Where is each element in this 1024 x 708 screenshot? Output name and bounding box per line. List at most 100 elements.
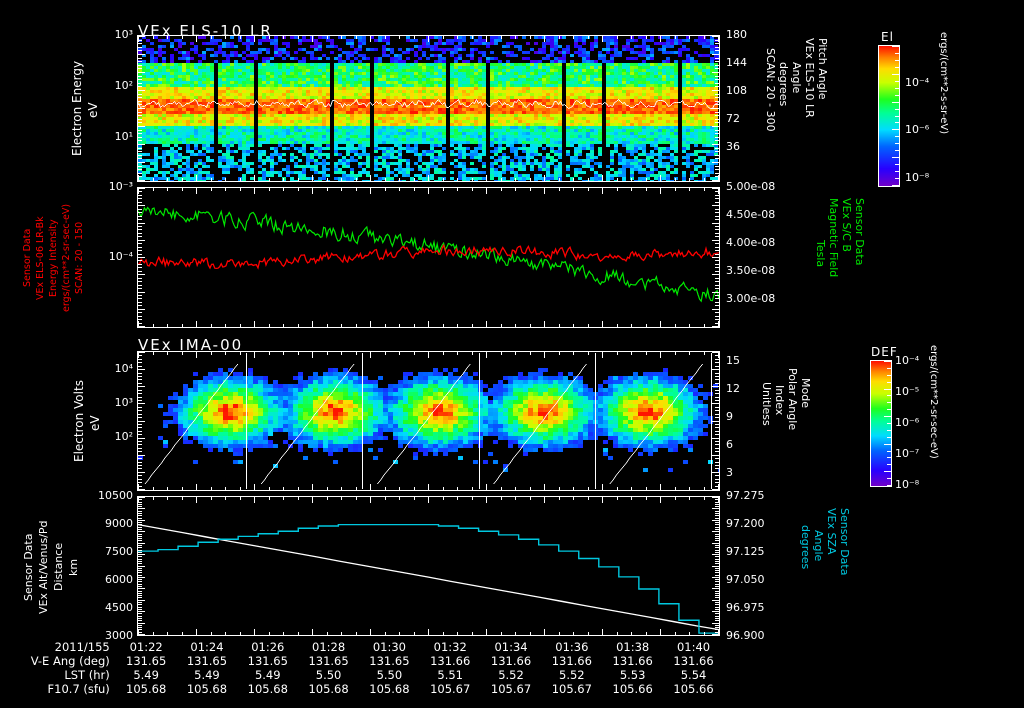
bottom-axis-cell: 5.53: [619, 668, 646, 682]
bottom-axis-cell: 105.68: [186, 682, 228, 696]
panel1-left-axis-label-main: Electron Energy: [70, 60, 84, 157]
bottom-axis-cell: 01:40: [676, 640, 711, 654]
colorbar1-title: El: [881, 30, 894, 44]
bottom-axis-cell: 131.65: [369, 654, 410, 668]
bottom-axis-cell: 105.68: [369, 682, 410, 696]
panel4-left-tick-5: 3000: [105, 629, 133, 642]
bottom-axis-cell: 5.52: [559, 668, 585, 682]
bottom-axis-row: 2011/155 01:22 01:24 01:26 01:28 01:30 01:32 01…: [0, 640, 724, 654]
bottom-axis-cell: 01:24: [190, 640, 224, 654]
panel4-right-label-3: degrees: [799, 525, 812, 570]
panel2-right-label-2: Magnetic Field: [827, 198, 840, 278]
bottom-axis-cell: 5.50: [315, 668, 342, 682]
panel1-left-axis-label-units: eV: [86, 102, 100, 118]
panel2-left-label-2: Energy Intensity: [48, 219, 59, 297]
panel4-left-tick-2: 7500: [105, 545, 133, 558]
panel3-right-label-0: Mode: [799, 378, 812, 408]
bottom-axis-cell: 105.66: [612, 682, 653, 696]
panel1-left-tick-0: 10³: [114, 28, 133, 41]
panel2-left-label-0: Sensor Data: [22, 228, 33, 288]
bottom-axis-cell: 5.49: [194, 668, 220, 682]
colorbar1-tick-1: 10⁻⁶: [905, 123, 930, 136]
colorbar2-tick-4: 10⁻⁸: [895, 478, 920, 491]
panel4-left-label-1: VEx Alt/Venus/Pd: [37, 520, 50, 614]
colorbar1-tick-0: 10⁻⁴: [905, 76, 930, 89]
panel1-spectrogram-canvas: [138, 36, 719, 181]
panel3-title: VEx IMA-00: [138, 336, 244, 354]
colorbar2-frame: [870, 360, 892, 487]
panel2-right-tick-2: 4.00e-08: [726, 236, 776, 249]
panel3-left-tick-1: 10³: [114, 396, 133, 409]
panel3-right-tick-3: 6: [726, 438, 733, 451]
panel3-left-tick-0: 10⁴: [114, 362, 133, 375]
panel4-left-label-2: Distance: [52, 542, 65, 592]
bottom-axis-cell: 131.65: [186, 654, 228, 668]
panel4-right-label-0: Sensor Data: [838, 508, 851, 576]
panel4-left-tick-3: 6000: [105, 573, 133, 586]
bottom-axis-cell: 01:30: [372, 640, 406, 654]
panel2-right-tick-1: 4.50e-08: [726, 208, 776, 221]
panel4-right-tick-2: 97.125: [726, 545, 765, 558]
bottom-axis-row-label: V-E Ang (deg): [30, 654, 110, 668]
bottom-axis-cell: 5.54: [680, 668, 707, 682]
bottom-axis-cell: 5.49: [133, 668, 159, 682]
panel3-left-label-main: Electron Volts: [72, 380, 86, 463]
bottom-axis-cell: 5.50: [376, 668, 403, 682]
panel-ima-spectrogram: [137, 351, 720, 491]
bottom-axis-cell: 131.66: [673, 654, 714, 668]
panel2-left-label-3: ergs/(cm**2-sr-sec-eV): [61, 203, 72, 313]
panel1-left-tick-1: 10²: [114, 79, 133, 92]
bottom-axis-table: 2011/155 01:22 01:24 01:26 01:28 01:30 01:32 01…: [0, 640, 724, 696]
colorbar2-tick-3: 10⁻⁷: [895, 447, 920, 460]
colorbar1-tick-2: 10⁻⁸: [905, 171, 930, 184]
bottom-axis-cell: 131.66: [612, 654, 653, 668]
panel4-right-tick-5: 96.900: [726, 629, 765, 642]
bottom-axis-row-label: LST (hr): [64, 668, 110, 682]
bottom-axis-cell: 105.68: [308, 682, 349, 696]
panel4-left-tick-4: 4500: [105, 601, 133, 614]
panel3-right-tick-1: 12: [726, 382, 740, 395]
panel3-right-tick-0: 15: [726, 354, 740, 367]
panel2-right-label-1: VEx S/C B: [840, 198, 853, 252]
bottom-axis-cell: 131.66: [430, 654, 471, 668]
colorbar1-units: ergs/(cm**2-s-sr-eV): [938, 32, 949, 135]
bottom-axis-cell: 5.49: [254, 668, 281, 682]
colorbar1-frame: [878, 45, 900, 187]
panel1-right-tick-3: 72: [726, 112, 740, 125]
bottom-axis-cell: 131.66: [551, 654, 592, 668]
bottom-axis-cell: 01:34: [494, 640, 528, 654]
bottom-axis-cell: 01:36: [555, 640, 589, 654]
panel2-right-label-0: Sensor Data: [853, 198, 866, 266]
panel1-left-tick-2: 10¹: [114, 130, 133, 143]
panel1-right-tick-2: 108: [726, 84, 747, 97]
bottom-axis-cell: 01:38: [616, 640, 650, 654]
panel4-right-tick-1: 97.200: [726, 517, 765, 530]
panel3-spectrogram-canvas: [138, 352, 719, 490]
colorbar2-gradient: [871, 361, 891, 486]
panel2-line-canvas: [138, 188, 719, 327]
bottom-axis-cell: 01:22: [129, 640, 163, 654]
panel4-right-label-1: VEx SZA: [825, 508, 838, 555]
bottom-axis-cell: 5.52: [498, 668, 524, 682]
panel4-right-label-2: Angle: [812, 530, 825, 562]
bottom-axis-cell: 105.67: [430, 682, 471, 696]
panel2-left-tick-1: 10⁻⁴: [108, 250, 133, 263]
bottom-axis-cell: 01:32: [433, 640, 467, 654]
panel1-right-label-3: degrees: [777, 62, 790, 107]
bottom-axis-cell: 131.65: [126, 654, 167, 668]
panel1-right-label-0: Pitch Angle: [816, 38, 829, 100]
panel-energy-intensity-magfield: [137, 187, 720, 328]
bottom-axis-cell: 5.51: [437, 668, 463, 682]
panel4-left-tick-1: 9000: [105, 517, 133, 530]
bottom-axis-cell: 105.66: [673, 682, 714, 696]
panel1-right-tick-1: 144: [726, 56, 747, 69]
panel3-right-label-3: Unitless: [760, 382, 773, 426]
bottom-axis-row-label: F10.7 (sfu): [47, 682, 110, 696]
colorbar2-title: DEF: [871, 345, 898, 359]
panel3-right-label-1: Polar Angle: [786, 368, 799, 431]
panel-els-lr-spectrogram: [137, 35, 720, 182]
panel2-right-tick-0: 5.00e-08: [726, 180, 776, 193]
bottom-axis-row: F10.7 (sfu) 105.68 105.68 105.68 105.68 105.6…: [0, 682, 724, 696]
panel2-left-label-1: VEx ELS-06 LR-Bk: [35, 216, 46, 300]
